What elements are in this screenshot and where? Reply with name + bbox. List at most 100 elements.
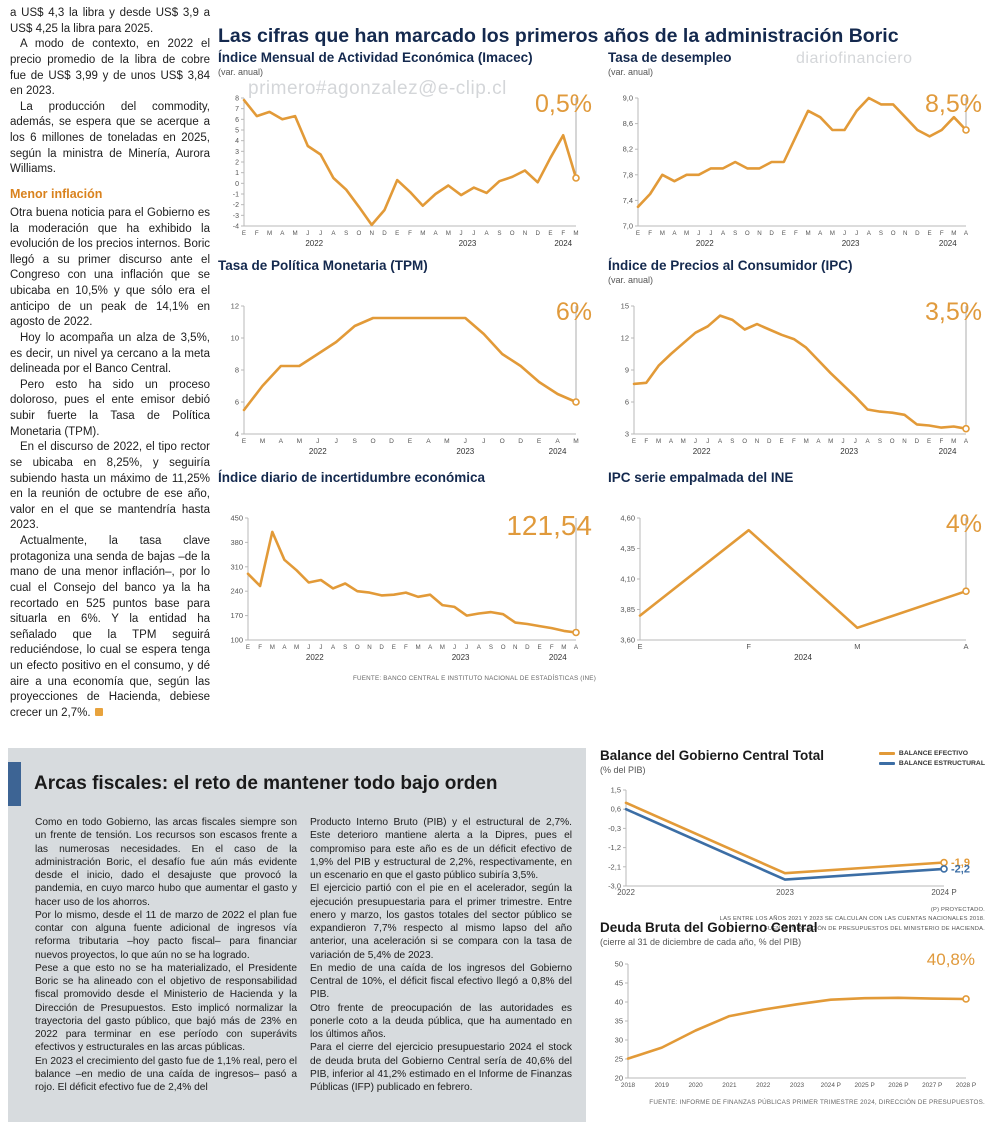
svg-text:M: M [656, 438, 661, 445]
svg-text:S: S [489, 644, 493, 651]
svg-text:A: A [964, 230, 969, 237]
svg-text:A: A [963, 642, 968, 651]
svg-text:8: 8 [235, 96, 239, 103]
svg-text:7: 7 [235, 106, 239, 113]
legend-item: BALANCE ESTRUCTURAL [878, 760, 985, 767]
svg-text:0: 0 [235, 181, 239, 188]
svg-text:-2,1: -2,1 [608, 862, 621, 871]
svg-text:2022: 2022 [309, 447, 327, 456]
svg-text:2024 P: 2024 P [931, 888, 956, 897]
svg-text:3: 3 [235, 149, 239, 156]
chart-title: Tasa de desempleo [608, 50, 732, 65]
svg-text:O: O [355, 644, 360, 651]
svg-text:7,8: 7,8 [623, 170, 633, 179]
svg-text:25: 25 [615, 1055, 623, 1064]
svg-text:170: 170 [230, 611, 243, 620]
svg-text:A: A [426, 438, 431, 445]
svg-text:J: J [843, 230, 846, 237]
svg-text:D: D [915, 438, 920, 445]
svg-text:N: N [367, 644, 371, 651]
balance-estructural-swatch-icon [878, 762, 895, 765]
svg-text:N: N [369, 230, 373, 237]
svg-text:E: E [392, 644, 396, 651]
paragraph: Producto Interno Bruto (PIB) y el estruc… [310, 817, 572, 881]
svg-text:100: 100 [230, 636, 243, 645]
svg-text:J: J [307, 644, 310, 651]
svg-text:D: D [379, 644, 384, 651]
svg-text:J: J [841, 438, 844, 445]
chart-legend: BALANCE EFECTIVO BALANCE ESTRUCTURAL [878, 750, 985, 770]
paragraph-text: Pero esto ha sido un proceso doloroso, p… [10, 378, 210, 438]
svg-text:2: 2 [235, 160, 239, 167]
svg-text:A: A [867, 230, 872, 237]
chart-title: Balance del Gobierno Central Total [600, 748, 825, 763]
svg-text:J: J [460, 230, 463, 237]
svg-text:2023: 2023 [842, 239, 860, 248]
svg-text:2023: 2023 [776, 888, 794, 897]
svg-text:J: J [319, 644, 322, 651]
svg-text:O: O [357, 230, 362, 237]
paragraph: Otra buena noticia para el Gobierno es l… [10, 206, 210, 331]
svg-text:5: 5 [235, 128, 239, 135]
svg-text:M: M [828, 438, 833, 445]
paragraph: En medio de una caída de los ingresos de… [310, 962, 572, 1001]
svg-text:O: O [742, 438, 747, 445]
svg-text:A: A [964, 438, 969, 445]
svg-text:O: O [501, 644, 506, 651]
svg-text:N: N [513, 644, 517, 651]
svg-text:A: A [718, 438, 723, 445]
fiscal-article-box: Arcas fiscales: el reto de mantener todo… [8, 748, 586, 1122]
chart-latest-value: 3,5% [925, 298, 982, 326]
chart-latest-value: 0,5% [535, 90, 592, 118]
svg-text:A: A [279, 438, 284, 445]
svg-text:O: O [890, 438, 895, 445]
svg-text:-2: -2 [233, 202, 239, 209]
paragraph: Hoy lo acompaña un alza de 3,5%, es deci… [10, 331, 210, 378]
svg-text:4,10: 4,10 [620, 575, 635, 584]
svg-text:M: M [951, 438, 956, 445]
svg-text:-3: -3 [233, 213, 239, 220]
paragraph: a US$ 4,3 la libra y desde US$ 3,9 a US$… [10, 6, 210, 37]
svg-text:-1: -1 [233, 192, 239, 199]
paragraph-text: Actualmente, la tasa clave protagoniza u… [10, 535, 210, 719]
svg-text:J: J [709, 230, 712, 237]
svg-text:J: J [855, 230, 858, 237]
svg-text:-3,0: -3,0 [608, 882, 621, 891]
chart-ipc-empalmada: IPC serie empalmada del INE 4% 4,60 4,35 4… [608, 470, 986, 673]
chart-latest-value: 40,8% [926, 950, 975, 969]
paragraph-text: La producción del commodity, además, se … [10, 100, 210, 176]
svg-text:6: 6 [235, 117, 239, 124]
svg-text:D: D [769, 230, 774, 237]
svg-text:A: A [331, 230, 336, 237]
paragraph-text: En el discurso de 2022, el tipo rector s… [10, 441, 210, 532]
svg-text:A: A [721, 230, 726, 237]
svg-text:A: A [433, 230, 438, 237]
svg-text:F: F [550, 644, 554, 651]
paragraph: La producción del commodity, además, se … [10, 100, 210, 178]
svg-text:2025 P: 2025 P [854, 1082, 874, 1089]
end-of-article-icon [94, 707, 103, 716]
svg-text:O: O [371, 438, 376, 445]
chart-title: Índice de Precios al Consumidor (IPC) [608, 258, 853, 273]
svg-text:A: A [282, 644, 287, 651]
svg-text:O: O [510, 230, 515, 237]
svg-text:J: J [472, 230, 475, 237]
svg-text:E: E [637, 642, 642, 651]
chart-footnotes: (P) PROYECTADO. LAS ENTRE LOS AÑOS 2021 … [600, 906, 985, 934]
svg-text:F: F [408, 230, 412, 237]
svg-text:F: F [794, 230, 798, 237]
svg-text:N: N [755, 438, 759, 445]
svg-text:A: A [485, 230, 490, 237]
svg-text:J: J [335, 438, 338, 445]
svg-text:J: J [453, 644, 456, 651]
svg-text:F: F [792, 438, 796, 445]
svg-text:J: J [306, 230, 309, 237]
legend-item: BALANCE EFECTIVO [878, 750, 985, 757]
paragraph-text: Hoy lo acompaña un alza de 3,5%, es deci… [10, 331, 210, 376]
svg-text:M: M [951, 230, 956, 237]
svg-text:380: 380 [230, 538, 243, 547]
svg-text:-4: -4 [233, 224, 239, 231]
svg-text:7,4: 7,4 [623, 196, 633, 205]
